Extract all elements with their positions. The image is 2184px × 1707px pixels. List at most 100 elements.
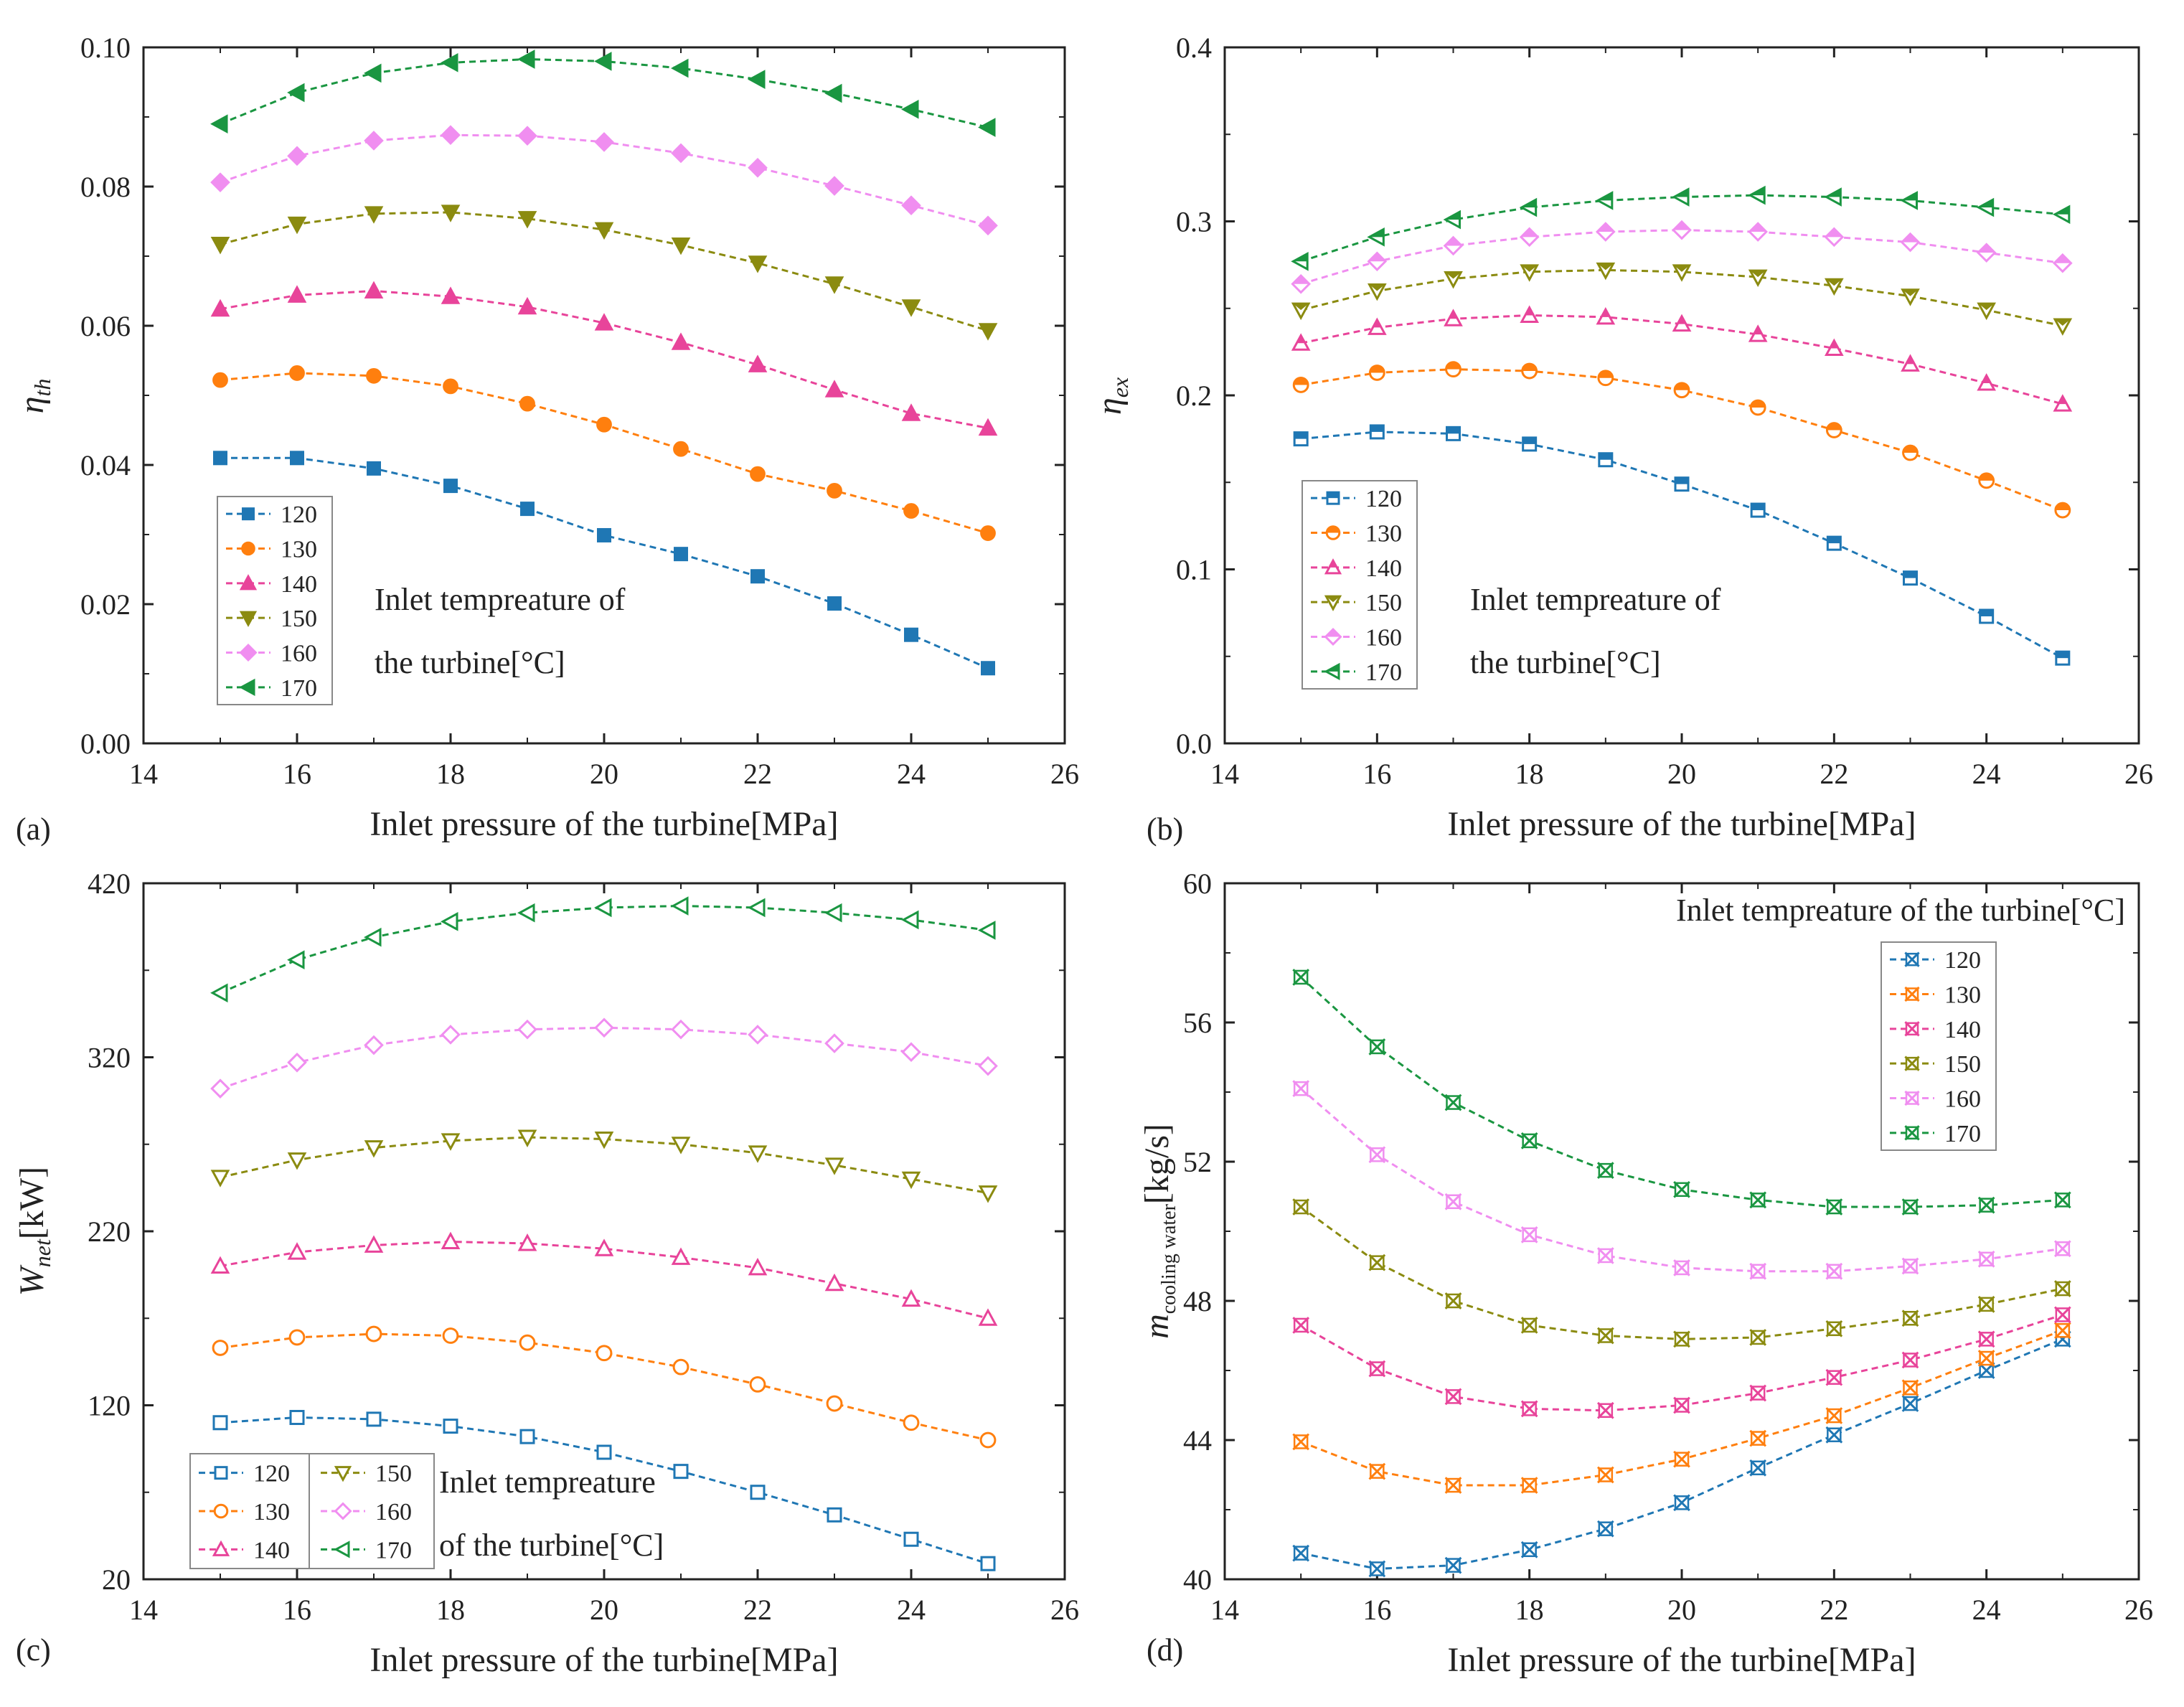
data-point-diag2 (1901, 1198, 1919, 1215)
data-point (1674, 476, 1690, 492)
data-point-shape (594, 52, 612, 71)
data-point (1976, 197, 1995, 217)
data-point-shape (596, 1345, 613, 1362)
data-point-shape (520, 502, 535, 517)
data-point (1596, 1162, 1614, 1179)
data-point-shape (517, 296, 537, 315)
data-point (750, 569, 765, 584)
data-point (1749, 1191, 1767, 1209)
data-point (289, 1409, 305, 1425)
data-point (366, 1411, 382, 1427)
data-point-fill (2058, 396, 2067, 405)
y-tick-label: 0.3 (1176, 206, 1212, 238)
series-120 (212, 1409, 996, 1571)
y-tick-label: 0.4 (1176, 32, 1212, 64)
data-point (210, 237, 230, 255)
data-point-fill (1521, 265, 1538, 272)
data-point (594, 222, 614, 240)
data-point (597, 527, 611, 542)
data-point-diag2 (1749, 1329, 1767, 1346)
legend-marker (239, 678, 255, 696)
data-point (979, 1431, 997, 1449)
series-130 (212, 1325, 997, 1449)
y-axis-label: Wnet[kW] (13, 1167, 55, 1296)
data-point-diag2 (1596, 1327, 1614, 1345)
series-150 (210, 204, 998, 341)
legend-label: 170 (1365, 659, 1402, 686)
data-point-shape (748, 1257, 768, 1276)
legend-item-150: 150 (1311, 590, 1402, 616)
data-point (1901, 1198, 1919, 1215)
legend-marker-diag2 (1904, 986, 1920, 1002)
data-point-fill (1978, 199, 1993, 208)
data-point (748, 354, 768, 372)
data-point-shape (441, 125, 461, 146)
data-point (442, 1327, 459, 1344)
x-tick-label: 26 (1050, 1594, 1079, 1626)
data-point (594, 132, 614, 152)
legend-marker-shape (334, 1466, 352, 1482)
data-point (1977, 1250, 1995, 1268)
legend-marker (334, 1541, 350, 1558)
data-point (1748, 324, 1768, 342)
data-point-fill (1373, 319, 1381, 328)
y-axis-symbol: η (1091, 398, 1129, 415)
data-point-diag2 (1825, 1368, 1843, 1386)
legend-box (189, 1453, 435, 1569)
data-point (2053, 318, 2073, 336)
legend-marker-shape (334, 1502, 352, 1520)
data-point (441, 1133, 461, 1151)
x-tick-label: 22 (1820, 1594, 1848, 1626)
data-point (287, 216, 307, 235)
data-point-fill (1294, 432, 1308, 439)
series-line (220, 456, 989, 669)
legend-marker-fill (1329, 560, 1337, 568)
series-170 (210, 896, 996, 1003)
data-point-diag2 (1901, 1257, 1919, 1275)
data-point-diag2 (1444, 1292, 1462, 1309)
data-point-diag2 (2053, 1240, 2071, 1258)
data-point-fill (1445, 212, 1460, 220)
data-point-diag2 (1520, 1541, 1538, 1558)
legend: 120 130 140 150 160 170 (1302, 480, 1418, 690)
legend-marker (1324, 627, 1342, 646)
legend-marker-diag2 (1904, 1021, 1920, 1037)
data-point-shape (517, 903, 535, 923)
data-point-shape (748, 70, 766, 89)
data-point-fill (1369, 284, 1385, 291)
data-point (1597, 370, 1614, 387)
legend-label: 150 (375, 1461, 412, 1487)
y-tick-label: 320 (88, 1042, 131, 1074)
data-point (1749, 1459, 1767, 1477)
data-point-fill (1903, 571, 1917, 578)
data-point-shape (980, 1556, 996, 1571)
data-point (1673, 1259, 1690, 1276)
data-point (1673, 1396, 1690, 1414)
data-point-diag2 (1444, 1193, 1462, 1210)
legend-item-120: 120 (1890, 947, 1981, 974)
legend-item-160: 160 (226, 641, 317, 667)
data-point-fill (1980, 609, 1993, 616)
data-point (2055, 650, 2071, 666)
data-point-fill (1674, 189, 1688, 197)
data-point-shape (517, 50, 535, 69)
y-tick-label: 0.2 (1176, 380, 1212, 412)
data-point (824, 1157, 844, 1175)
data-point (1291, 333, 1311, 351)
data-point-diag2 (1749, 1262, 1767, 1280)
data-point (1596, 306, 1616, 325)
data-point (748, 1257, 768, 1276)
series-140 (1291, 305, 2073, 412)
data-point-shape (824, 1157, 844, 1175)
data-point-shape (903, 503, 919, 519)
data-point (1445, 361, 1462, 378)
series-line (220, 1241, 989, 1320)
data-point-fill (2055, 319, 2071, 326)
x-tick-label: 24 (897, 758, 926, 790)
y-tick-label: 40 (1183, 1563, 1212, 1596)
data-point-shape (596, 416, 612, 433)
data-point (901, 195, 921, 216)
data-point-fill (1750, 271, 1766, 278)
chart-panel-1: 14 16 18 20 22 24 26 0.00 0.02 0.04 0.06 0.08 0.10 In… (13, 32, 1079, 847)
data-point-shape (364, 131, 384, 151)
